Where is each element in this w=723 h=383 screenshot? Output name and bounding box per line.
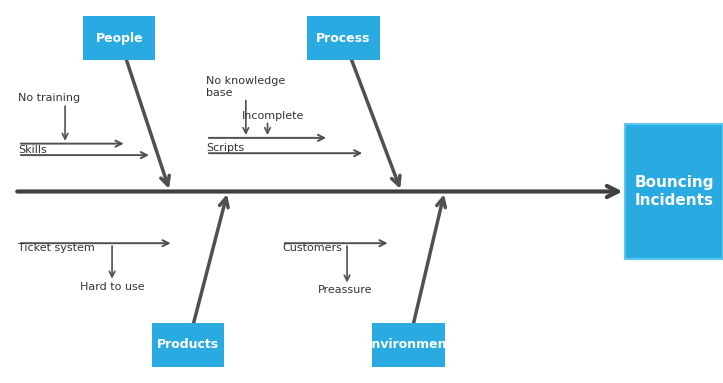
Text: Skills: Skills: [18, 145, 47, 155]
Text: Hard to use: Hard to use: [80, 282, 144, 291]
Text: Products: Products: [157, 338, 219, 351]
FancyBboxPatch shape: [625, 124, 723, 259]
Text: Bouncing
Incidents: Bouncing Incidents: [635, 175, 714, 208]
Text: No knowledge
base: No knowledge base: [206, 76, 286, 98]
Text: Environment: Environment: [364, 338, 453, 351]
Text: Scripts: Scripts: [206, 143, 244, 153]
Text: Incomplete: Incomplete: [242, 111, 304, 121]
FancyBboxPatch shape: [83, 16, 155, 60]
FancyBboxPatch shape: [152, 322, 224, 367]
Text: Process: Process: [316, 32, 371, 45]
FancyBboxPatch shape: [307, 16, 380, 60]
Text: People: People: [95, 32, 143, 45]
Text: Ticket system: Ticket system: [18, 243, 95, 253]
FancyBboxPatch shape: [372, 322, 445, 367]
Text: No training: No training: [18, 93, 80, 103]
Text: Preassure: Preassure: [318, 285, 372, 295]
Text: Customers: Customers: [282, 243, 342, 253]
